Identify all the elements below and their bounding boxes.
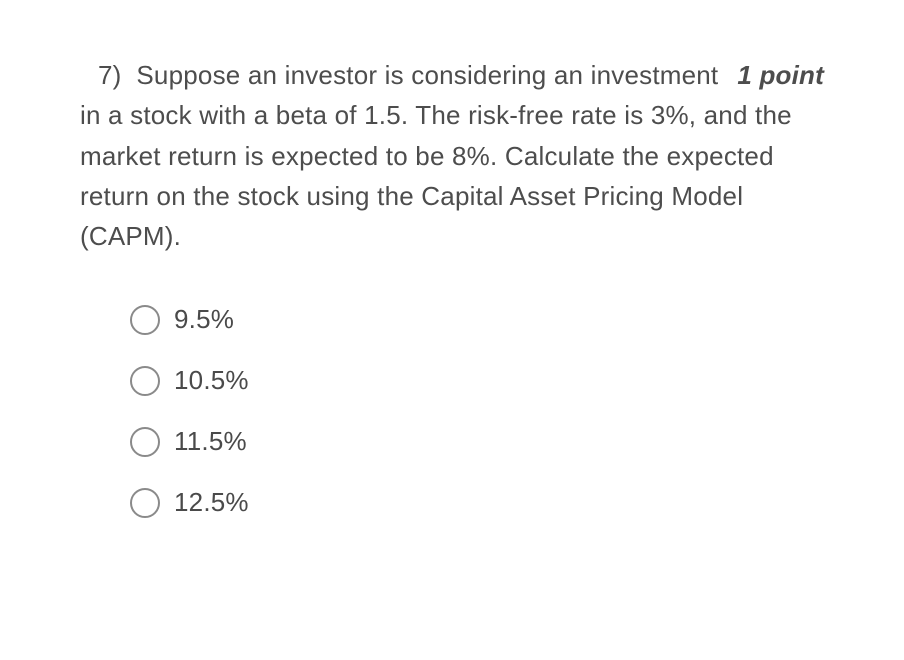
option-label: 10.5% — [174, 365, 249, 396]
radio-icon[interactable] — [130, 488, 160, 518]
question-line1: Suppose an investor is considering an — [136, 60, 583, 90]
option-row[interactable]: 9.5% — [130, 304, 824, 335]
option-label: 11.5% — [174, 426, 247, 457]
option-label: 12.5% — [174, 487, 249, 518]
question-text: 7) Suppose an investor is considering an… — [80, 55, 824, 256]
points-badge: 1 point — [737, 55, 824, 95]
radio-icon[interactable] — [130, 305, 160, 335]
quiz-question-container: 7) Suppose an investor is considering an… — [0, 0, 904, 518]
question-number: 7) — [98, 60, 122, 90]
radio-icon[interactable] — [130, 366, 160, 396]
question-block: 7) Suppose an investor is considering an… — [80, 55, 824, 256]
option-row[interactable]: 11.5% — [130, 426, 824, 457]
option-row[interactable]: 10.5% — [130, 365, 824, 396]
options-list: 9.5% 10.5% 11.5% 12.5% — [130, 304, 824, 518]
radio-icon[interactable] — [130, 427, 160, 457]
option-row[interactable]: 12.5% — [130, 487, 824, 518]
option-label: 9.5% — [174, 304, 234, 335]
